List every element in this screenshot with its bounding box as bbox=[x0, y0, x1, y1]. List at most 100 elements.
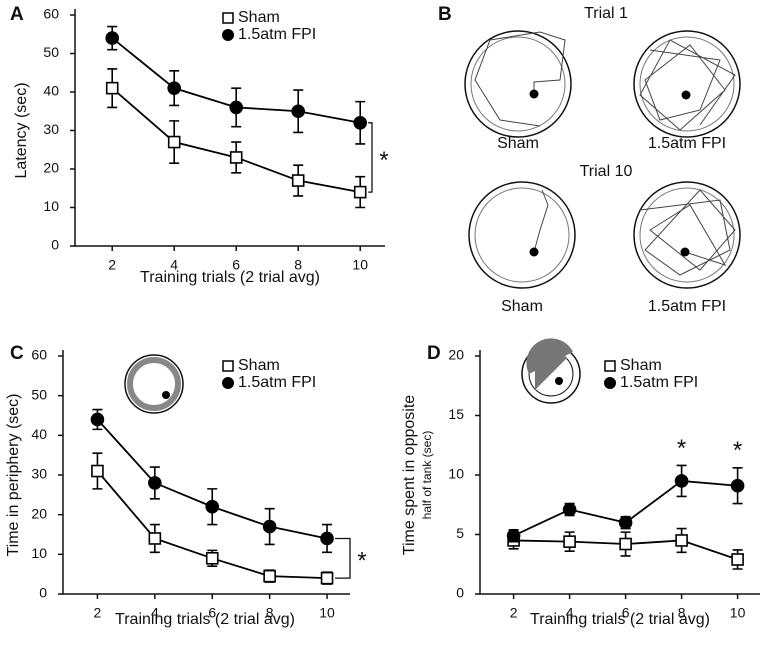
marker bbox=[262, 519, 277, 534]
legend-label: Sham bbox=[238, 9, 280, 26]
legend-marker bbox=[222, 360, 234, 372]
significance-label: * bbox=[733, 437, 742, 464]
x-tick-label: 6 bbox=[208, 605, 216, 621]
marker bbox=[353, 116, 368, 130]
x-axis-label: Training trials (2 trial avg) bbox=[530, 611, 710, 628]
y-tick-label: 60 bbox=[43, 6, 59, 22]
legend-marker bbox=[222, 377, 234, 389]
y-tick-label: 50 bbox=[31, 386, 47, 402]
x-tick-label: 10 bbox=[352, 257, 368, 273]
tank-label: 1.5atm FPI bbox=[648, 298, 726, 315]
marker bbox=[229, 100, 243, 115]
legend-label: 1.5atm FPI bbox=[238, 26, 316, 43]
y-tick-label: 10 bbox=[31, 545, 47, 561]
y-tick-label: 60 bbox=[31, 347, 47, 363]
marker bbox=[205, 499, 220, 514]
tank-label: Sham bbox=[497, 135, 539, 152]
marker bbox=[353, 185, 367, 199]
y-tick-label: 40 bbox=[31, 426, 47, 442]
legend-label: 1.5atm FPI bbox=[238, 374, 316, 391]
y-tick-label: 0 bbox=[456, 585, 464, 601]
significance-bracket bbox=[368, 122, 373, 193]
x-tick-label: 8 bbox=[266, 605, 274, 621]
marker bbox=[91, 464, 104, 478]
marker bbox=[731, 553, 744, 566]
x-tick-label: 6 bbox=[622, 605, 630, 621]
y-tick-label: 30 bbox=[43, 121, 59, 137]
legend-label: Sham bbox=[238, 357, 280, 374]
legend-label: Sham bbox=[620, 357, 662, 374]
panel-label: C bbox=[10, 343, 24, 364]
y-tick-label: 20 bbox=[43, 160, 59, 176]
marker bbox=[320, 531, 334, 546]
x-tick-label: 2 bbox=[510, 605, 518, 621]
marker bbox=[562, 502, 577, 517]
legend-marker bbox=[604, 377, 616, 389]
y-axis-label: Time in periphery (sec) bbox=[5, 393, 22, 556]
y-tick-label: 0 bbox=[39, 585, 47, 601]
x-tick-label: 2 bbox=[94, 605, 102, 621]
y-tick-label: 20 bbox=[31, 505, 47, 521]
marker bbox=[675, 534, 688, 547]
marker bbox=[730, 478, 745, 493]
legend-marker bbox=[222, 12, 234, 24]
marker bbox=[167, 135, 181, 149]
marker bbox=[320, 571, 334, 585]
significance-label: * bbox=[379, 147, 388, 174]
row-title: Trial 1 bbox=[584, 5, 628, 22]
marker bbox=[90, 412, 105, 427]
significance-label: * bbox=[357, 548, 366, 575]
y-tick-label: 10 bbox=[448, 466, 464, 482]
x-tick-label: 4 bbox=[151, 605, 159, 621]
marker bbox=[618, 515, 633, 530]
marker bbox=[674, 474, 689, 488]
marker bbox=[105, 31, 119, 45]
legend-label: 1.5atm FPI bbox=[620, 374, 698, 391]
legend-marker bbox=[222, 29, 234, 41]
y-tick-label: 0 bbox=[51, 237, 59, 253]
x-tick-label: 10 bbox=[730, 605, 746, 621]
x-axis-label: Training trials (2 trial avg) bbox=[140, 269, 320, 286]
inset-icon bbox=[124, 354, 184, 414]
row-title: Trial 10 bbox=[580, 163, 633, 180]
y-tick-label: 30 bbox=[31, 466, 47, 482]
inset-icon bbox=[521, 338, 581, 404]
y-tick-label: 20 bbox=[448, 347, 464, 363]
marker bbox=[148, 532, 162, 545]
marker bbox=[563, 535, 576, 548]
tank-label: 1.5atm FPI bbox=[648, 135, 726, 152]
y-tick-label: 50 bbox=[43, 44, 59, 60]
y-axis-label: Time spent in opposite bbox=[401, 395, 418, 555]
x-axis-label: Training trials (2 trial avg) bbox=[115, 611, 295, 628]
x-tick-label: 8 bbox=[678, 605, 686, 621]
marker bbox=[148, 476, 162, 490]
y-tick-label: 5 bbox=[456, 525, 464, 541]
marker bbox=[205, 551, 219, 565]
y-tick-label: 40 bbox=[43, 83, 59, 99]
significance-bracket bbox=[335, 537, 351, 579]
y-tick-label: 10 bbox=[43, 198, 59, 214]
y-axis-label: half of tank (sec) bbox=[420, 431, 434, 520]
marker bbox=[105, 81, 119, 95]
panel-label: D bbox=[427, 343, 441, 364]
swim-tanks bbox=[464, 30, 741, 289]
y-axis-label: Latency (sec) bbox=[13, 82, 30, 178]
panel-label: B bbox=[438, 4, 452, 25]
x-tick-label: 6 bbox=[232, 257, 240, 273]
significance-label: * bbox=[677, 435, 686, 462]
marker bbox=[506, 528, 521, 543]
x-tick-label: 4 bbox=[566, 605, 574, 621]
tank-label: Sham bbox=[501, 298, 543, 315]
x-tick-label: 10 bbox=[319, 605, 335, 621]
x-tick-label: 4 bbox=[170, 257, 178, 273]
y-tick-label: 15 bbox=[448, 406, 464, 422]
marker bbox=[291, 104, 306, 119]
marker bbox=[619, 537, 632, 551]
panel-label: A bbox=[10, 4, 24, 25]
marker bbox=[263, 569, 276, 583]
marker bbox=[167, 81, 181, 95]
marker bbox=[229, 151, 243, 164]
legend-marker bbox=[604, 360, 616, 372]
marker bbox=[291, 174, 305, 187]
